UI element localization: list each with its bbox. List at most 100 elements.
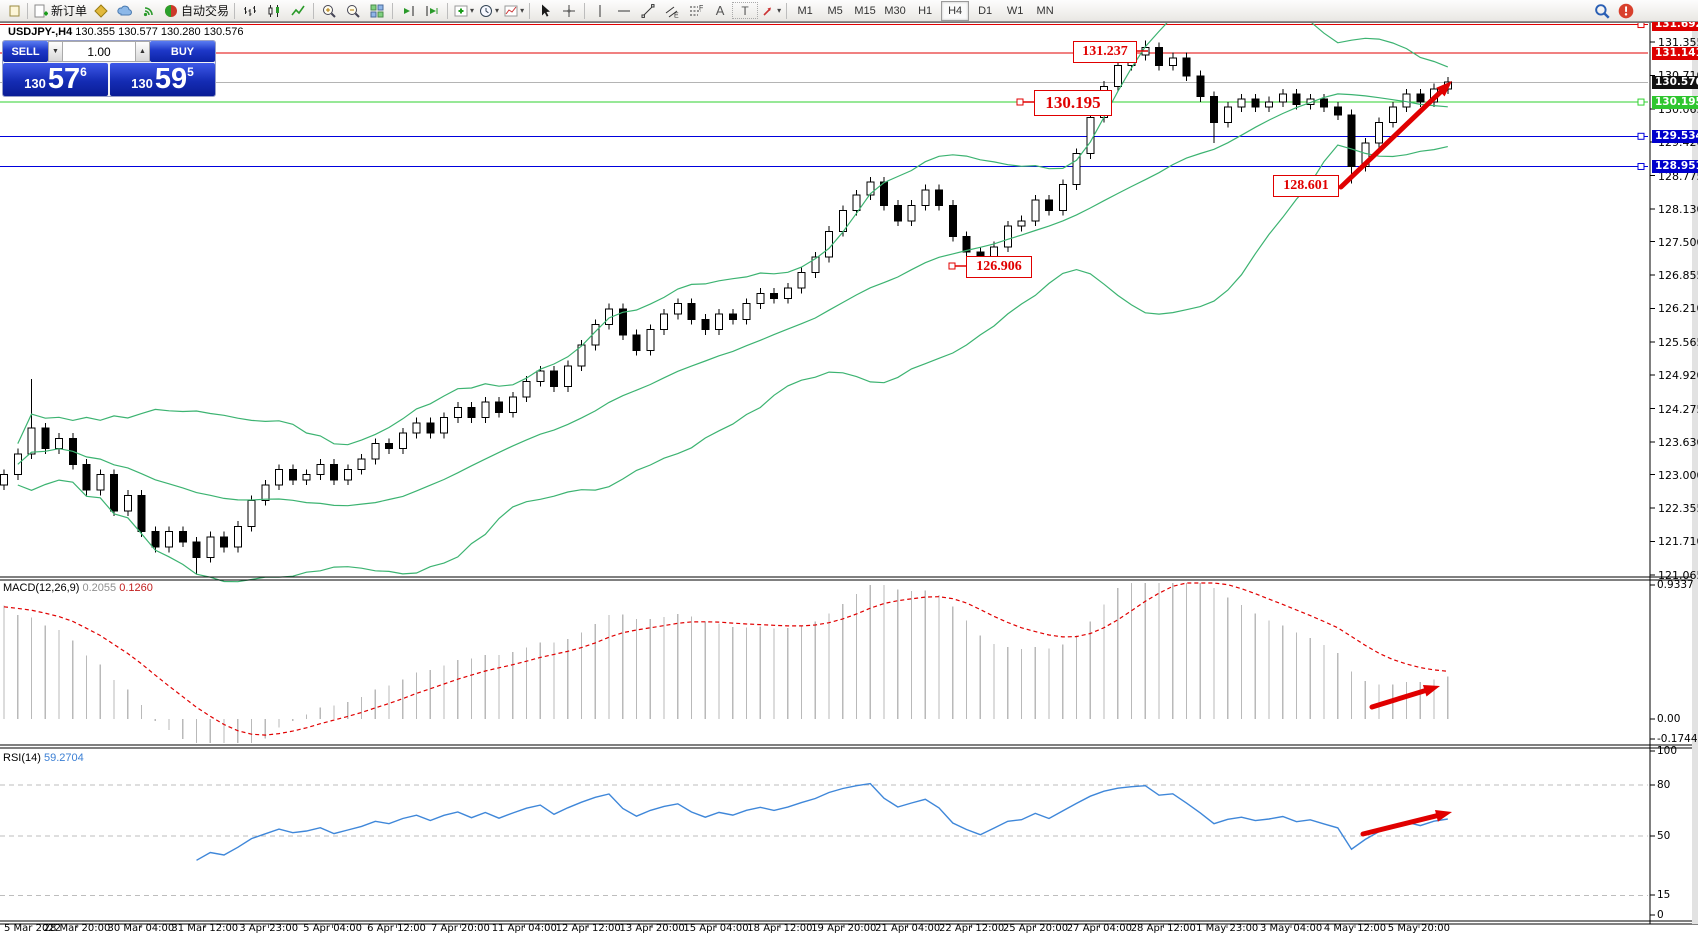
timeframe-button-m1[interactable]: M1 xyxy=(797,4,813,17)
time-axis-label[interactable]: 1 May 23:00 xyxy=(1196,923,1259,934)
price-annotation[interactable]: 130.195 xyxy=(1034,90,1112,116)
time-axis-label[interactable]: 11 Apr 04:00 xyxy=(491,923,557,934)
time-axis-label[interactable]: 28 Mar 20:00 xyxy=(43,923,111,934)
trend-arrow-head[interactable] xyxy=(1436,81,1452,97)
indicators-dropdown-caret[interactable]: ▾ xyxy=(470,6,475,15)
time-axis-label[interactable]: 3 May 04:00 xyxy=(1259,923,1323,934)
templates-dropdown-caret[interactable]: ▾ xyxy=(520,6,525,15)
sell-price-display[interactable]: 130 57 6 xyxy=(3,63,108,96)
notifications-button[interactable] xyxy=(1614,1,1638,21)
time-axis-label[interactable]: 6 Apr 12:00 xyxy=(367,923,426,934)
time-axis-label[interactable]: 13 Apr 20:00 xyxy=(619,923,685,934)
arrows-tool[interactable]: ▾ xyxy=(758,1,783,21)
timeframe-button-m15[interactable]: M15 xyxy=(854,4,876,17)
trendline-icon xyxy=(641,3,655,18)
crosshair-tool-button[interactable] xyxy=(557,1,581,21)
time-axis-label[interactable]: 22 Apr 12:00 xyxy=(938,923,1005,934)
rsi-name: RSI(14) xyxy=(3,752,41,764)
time-axis-label[interactable]: 5 May 20:00 xyxy=(1387,923,1450,934)
trend-arrow-head[interactable] xyxy=(1422,685,1440,697)
timeframe-button-m30[interactable]: M30 xyxy=(884,4,906,17)
fibonacci-tool[interactable]: F xyxy=(684,1,708,21)
shift-end-icon xyxy=(426,5,438,16)
candlestick-chart-button[interactable] xyxy=(262,1,286,21)
timeframe-button-h1[interactable]: H1 xyxy=(918,4,933,17)
rsi-scale-value: 50 xyxy=(1657,830,1671,842)
timeframe-button-w1[interactable]: W1 xyxy=(1006,4,1024,17)
time-axis-label[interactable]: 4 May 12:00 xyxy=(1323,923,1387,934)
time-axis-label[interactable]: 30 Mar 04:00 xyxy=(107,923,175,934)
search-button[interactable] xyxy=(1590,1,1614,21)
macd-main-value: 0.2055 xyxy=(82,582,117,594)
time-axis-label[interactable]: 7 Apr 20:00 xyxy=(430,923,490,934)
zoom-in-button[interactable] xyxy=(317,1,341,21)
new-order-button[interactable]: 新订单 xyxy=(31,1,89,21)
toolbar-separator xyxy=(786,2,788,19)
price-axis-tick: 126.210 xyxy=(1658,302,1698,316)
horizontal-line-icon xyxy=(618,10,631,11)
sell-price-prefix: 130 xyxy=(24,76,46,91)
buy-price-main: 59 xyxy=(154,63,188,95)
text-tool[interactable]: A xyxy=(708,1,732,21)
time-axis-label[interactable]: 27 Apr 04:00 xyxy=(1066,923,1132,934)
signals-button[interactable] xyxy=(137,1,161,21)
volume-input[interactable]: 1.00 xyxy=(63,41,135,62)
market-watch-button[interactable] xyxy=(89,1,113,21)
timeframe-button-d1[interactable]: D1 xyxy=(978,4,993,17)
vertical-line-icon xyxy=(599,4,601,17)
rsi-scale-value: 15 xyxy=(1657,889,1671,901)
line-chart-button[interactable] xyxy=(286,1,310,21)
time-axis-label[interactable]: 15 Apr 04:00 xyxy=(683,923,749,934)
sell-button[interactable]: SELL xyxy=(3,41,48,62)
sell-price-main: 57 xyxy=(47,63,81,95)
channel-tool[interactable]: E xyxy=(660,1,684,21)
label-tool-icon: T xyxy=(741,3,749,18)
chart-ohlc-values: 130.355 130.577 130.280 130.576 xyxy=(75,26,244,38)
price-axis-badge: 131.141 xyxy=(1652,46,1698,60)
timeframe-button-mn[interactable]: MN xyxy=(1036,4,1054,17)
time-axis-label[interactable]: 31 Mar 12:00 xyxy=(171,923,239,934)
templates-button[interactable]: ▾ xyxy=(501,1,526,21)
cursor-tool-button[interactable] xyxy=(533,1,557,21)
time-axis-label[interactable]: 25 Apr 20:00 xyxy=(1002,923,1069,934)
indicators-button[interactable]: ▾ xyxy=(451,1,476,21)
zoom-out-button[interactable] xyxy=(341,1,365,21)
time-axis-label[interactable]: 5 Mar 2022 xyxy=(4,923,62,934)
price-annotation[interactable]: 128.601 xyxy=(1273,175,1339,197)
community-button[interactable] xyxy=(113,1,137,21)
timeframe-button-m5[interactable]: M5 xyxy=(827,4,843,17)
time-axis-label[interactable]: 21 Apr 04:00 xyxy=(875,923,941,934)
buy-price-display[interactable]: 130 59 5 xyxy=(110,63,215,96)
bar-chart-button[interactable] xyxy=(238,1,262,21)
periods-dropdown-caret[interactable]: ▾ xyxy=(495,6,500,15)
time-axis-label[interactable]: 5 Apr 04:00 xyxy=(303,923,363,934)
price-axis-tick: 125.565 xyxy=(1658,335,1698,349)
rsi-scale-value: 100 xyxy=(1657,745,1678,757)
shift-chart-button[interactable] xyxy=(396,1,420,21)
price-annotation[interactable]: 126.906 xyxy=(966,256,1032,278)
buy-button[interactable]: BUY xyxy=(150,41,215,62)
time-axis-label[interactable]: 28 Apr 12:00 xyxy=(1130,923,1196,934)
time-axis-label[interactable]: 18 Apr 12:00 xyxy=(747,923,813,934)
trend-arrow-head[interactable] xyxy=(1435,810,1452,822)
label-tool[interactable]: T xyxy=(732,2,759,19)
periods-button[interactable]: ▾ xyxy=(476,1,501,21)
tile-windows-button[interactable] xyxy=(365,1,389,21)
main-toolbar: 新订单 自动交易 xyxy=(0,0,1698,22)
volume-decrease-button[interactable]: ▼ xyxy=(48,41,63,62)
macd-scale-value: 0.9337 xyxy=(1657,579,1694,591)
volume-increase-button[interactable]: ▲ xyxy=(135,41,150,62)
autotrading-button[interactable]: 自动交易 xyxy=(161,1,231,21)
horizontal-line-tool[interactable] xyxy=(612,1,636,21)
vertical-line-tool[interactable] xyxy=(588,1,612,21)
shift-end-button[interactable] xyxy=(420,1,444,21)
time-axis-label[interactable]: 3 Apr 23:00 xyxy=(239,923,299,934)
timeframe-button-h4[interactable]: H4 xyxy=(941,0,970,21)
time-axis-label[interactable]: 12 Apr 12:00 xyxy=(555,923,621,934)
trendline-tool[interactable] xyxy=(636,1,660,21)
cursor-icon xyxy=(542,4,551,17)
arrows-dropdown-caret[interactable]: ▾ xyxy=(777,6,782,15)
time-axis-label[interactable]: 19 Apr 20:00 xyxy=(811,923,877,934)
price-annotation[interactable]: 131.237 xyxy=(1073,41,1137,63)
